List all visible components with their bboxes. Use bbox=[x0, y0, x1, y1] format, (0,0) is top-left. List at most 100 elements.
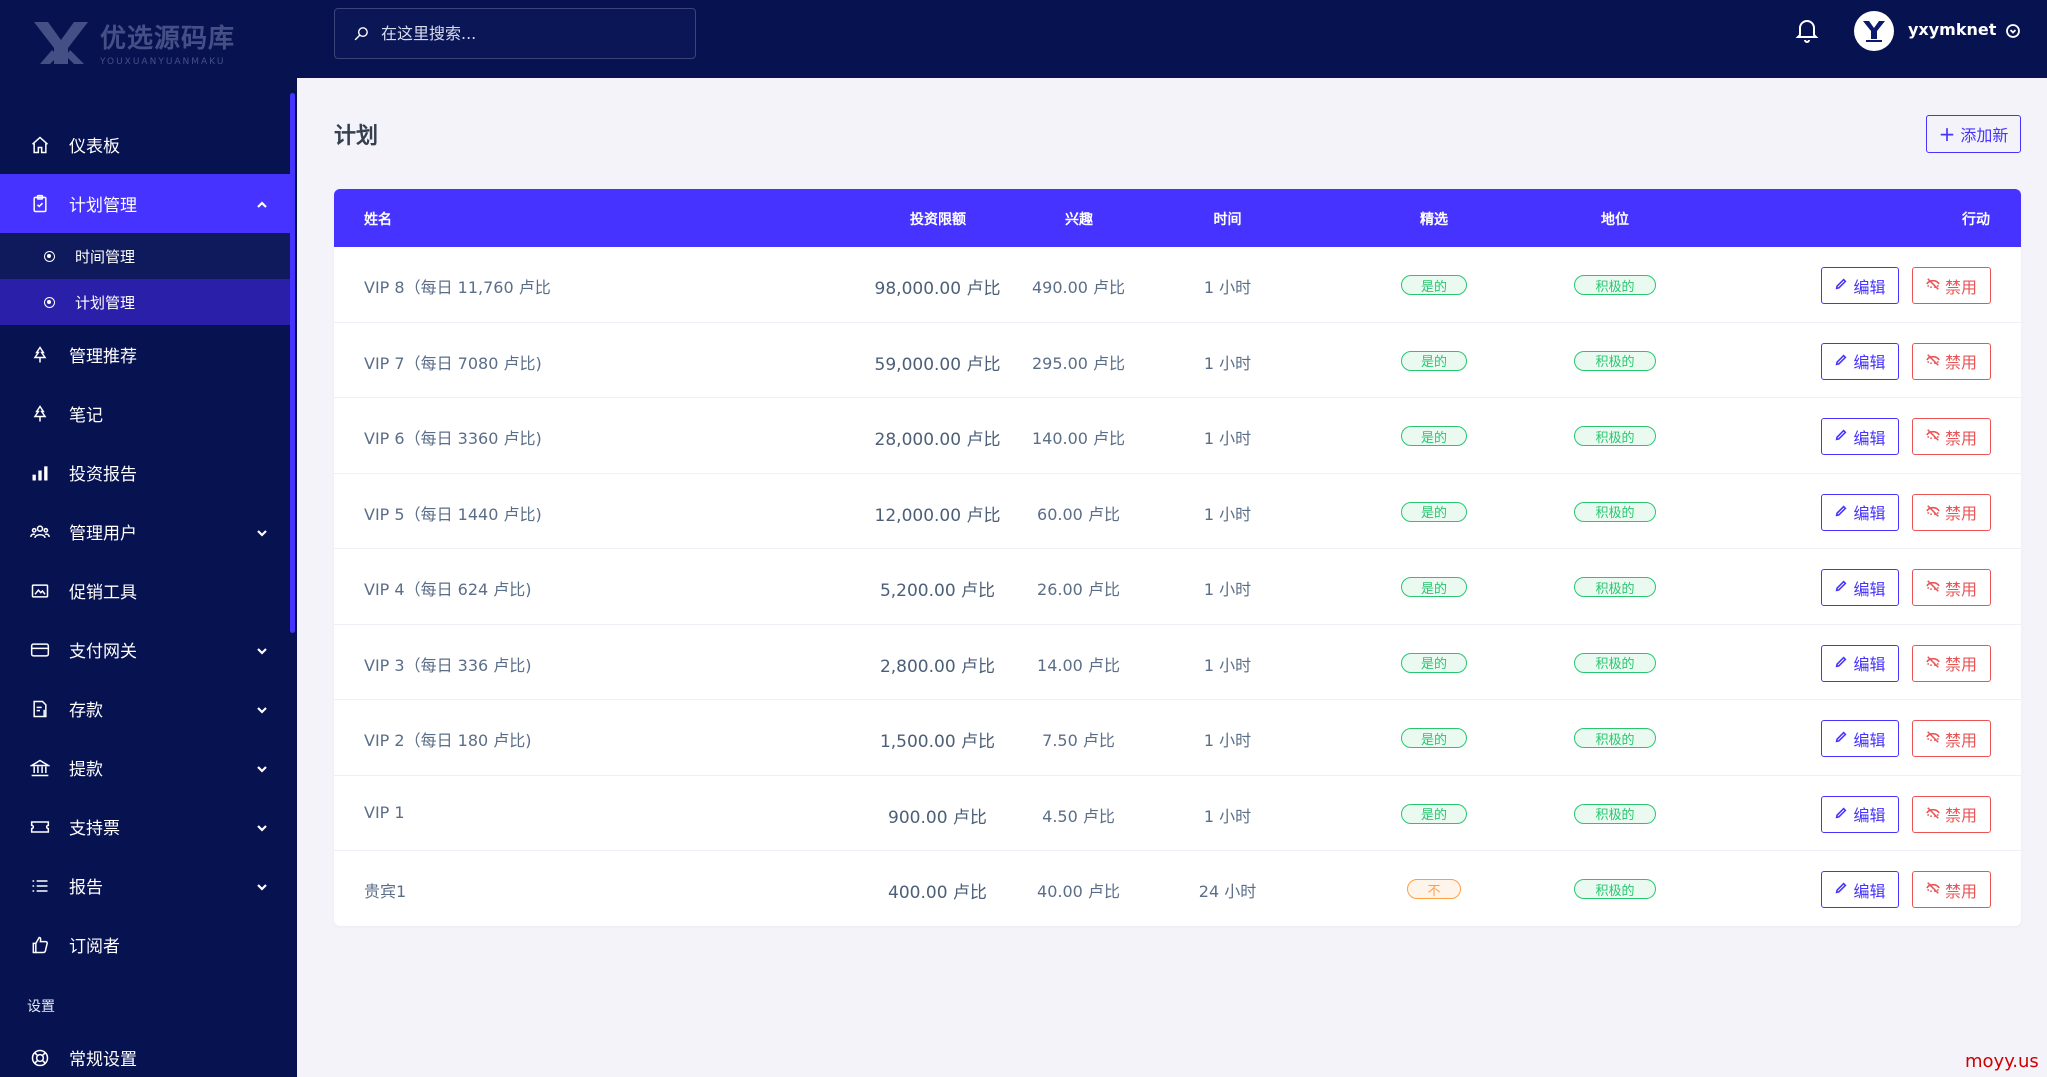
table-row: VIP 7（每日 7080 卢比) 59,000.00 卢比 295.00 卢比 1 … bbox=[334, 323, 2021, 398]
users-icon bbox=[30, 522, 50, 542]
notification-bell-icon[interactable] bbox=[1795, 17, 1819, 43]
edit-button[interactable]: 编辑 bbox=[1821, 493, 1899, 531]
plan-time: 1 小时 bbox=[1203, 655, 1252, 675]
disable-button[interactable]: 禁用 bbox=[1912, 720, 1991, 757]
edit-button[interactable]: 编辑 bbox=[1821, 569, 1899, 606]
disable-button[interactable]: 禁用 bbox=[1912, 569, 1991, 606]
edit-button[interactable]: 编辑 bbox=[1821, 644, 1899, 682]
sidebar-item-label: 投资报告 bbox=[69, 465, 137, 485]
edit-button[interactable]: 编辑 bbox=[1821, 342, 1899, 380]
chevron-down-icon bbox=[256, 642, 268, 655]
disable-button[interactable]: 禁用 bbox=[1912, 342, 1991, 380]
plan-time: 1 小时 bbox=[1203, 353, 1252, 373]
header-interest: 兴趣 bbox=[1065, 212, 1093, 228]
edit-button[interactable]: 编辑 bbox=[1821, 267, 1899, 304]
eye-slash-icon bbox=[1926, 880, 1940, 899]
sidebar-subitem-time-management[interactable]: 时间管理 bbox=[0, 233, 290, 279]
pencil-icon bbox=[1834, 729, 1848, 748]
plan-interest: 490.00 卢比 bbox=[1031, 278, 1126, 297]
disable-button[interactable]: 禁用 bbox=[1912, 267, 1991, 304]
status-badge: 积极的 bbox=[1574, 426, 1656, 446]
sidebar-item-label: 支付网关 bbox=[69, 642, 137, 662]
sidebar-item-dashboard[interactable]: 仪表板 bbox=[0, 115, 290, 174]
edit-button[interactable]: 编辑 bbox=[1821, 871, 1899, 908]
plan-amount: 12,000.00 卢比 bbox=[874, 505, 1001, 526]
disable-button[interactable]: 禁用 bbox=[1912, 795, 1991, 833]
disable-button[interactable]: 禁用 bbox=[1912, 644, 1991, 682]
table-header: 姓名 投资限额 兴趣 时间 精选 地位 行动 bbox=[334, 189, 2021, 247]
sidebar-item-promotion-tools[interactable]: 促销工具 bbox=[0, 561, 290, 620]
plan-time: 1 小时 bbox=[1203, 580, 1252, 599]
disable-button[interactable]: 禁用 bbox=[1912, 418, 1991, 455]
pencil-icon bbox=[1834, 578, 1848, 597]
sidebar-item-payment-gateways[interactable]: 支付网关 bbox=[0, 620, 290, 679]
radio-dot-icon bbox=[44, 296, 55, 308]
list-icon bbox=[30, 876, 50, 896]
sidebar-item-plan-management[interactable]: 计划管理 bbox=[0, 174, 290, 233]
plan-amount: 98,000.00 卢比 bbox=[874, 279, 1001, 299]
status-badge: 积极的 bbox=[1574, 879, 1656, 899]
disable-label: 禁用 bbox=[1944, 428, 1977, 448]
edit-button[interactable]: 编辑 bbox=[1821, 795, 1899, 833]
disable-button[interactable]: 禁用 bbox=[1912, 871, 1991, 908]
edit-label: 编辑 bbox=[1853, 806, 1886, 825]
plan-name: VIP 5（每日 1440 卢比) bbox=[364, 504, 542, 524]
sidebar: 优选源码库 YOUXUANYUANMAKU 仪表板 计划管理 时间管理 计划管理 bbox=[0, 0, 297, 1077]
tree-icon bbox=[30, 345, 50, 365]
edit-label: 编辑 bbox=[1853, 428, 1886, 448]
plan-interest: 60.00 卢比 bbox=[1037, 504, 1120, 524]
chevron-down-icon bbox=[256, 878, 268, 891]
sidebar-item-manage-users[interactable]: 管理用户 bbox=[0, 502, 290, 561]
add-new-button[interactable]: + 添加新 bbox=[1926, 115, 2021, 153]
edit-button[interactable]: 编辑 bbox=[1821, 418, 1899, 455]
edit-label: 编辑 bbox=[1853, 730, 1886, 750]
status-badge: 积极的 bbox=[1574, 728, 1656, 748]
featured-badge: 是的 bbox=[1401, 350, 1467, 371]
search-box[interactable] bbox=[334, 8, 696, 59]
status-badge: 积极的 bbox=[1574, 577, 1656, 597]
pencil-icon bbox=[1834, 805, 1848, 824]
disable-button[interactable]: 禁用 bbox=[1912, 493, 1991, 531]
plan-amount: 59,000.00 卢比 bbox=[874, 354, 1001, 375]
brand-subtitle: YOUXUANYUANMAKU bbox=[100, 56, 226, 67]
sidebar-item-withdrawals[interactable]: 提款 bbox=[0, 738, 290, 797]
sidebar-item-reports[interactable]: 报告 bbox=[0, 856, 290, 915]
featured-badge: 不 bbox=[1407, 879, 1461, 899]
pencil-icon bbox=[1834, 276, 1848, 295]
sidebar-item-label: 管理用户 bbox=[69, 524, 137, 544]
brand-logo[interactable]: 优选源码库 YOUXUANYUANMAKU bbox=[30, 14, 235, 70]
sidebar-subitem-label: 时间管理 bbox=[75, 247, 136, 266]
sidebar-item-referrals[interactable]: 管理推荐 bbox=[0, 325, 290, 384]
sidebar-item-general-settings[interactable]: 常规设置 bbox=[0, 1028, 290, 1077]
avatar[interactable] bbox=[1854, 11, 1894, 51]
bank-icon bbox=[30, 758, 50, 778]
sidebar-section-settings: 设置 bbox=[27, 999, 55, 1015]
disable-label: 禁用 bbox=[1944, 579, 1977, 599]
featured-badge: 是的 bbox=[1401, 501, 1467, 522]
plan-interest: 40.00 卢比 bbox=[1037, 882, 1120, 901]
sidebar-item-notes[interactable]: 笔记 bbox=[0, 384, 290, 443]
featured-badge: 是的 bbox=[1401, 275, 1467, 295]
plan-name: VIP 7（每日 7080 卢比) bbox=[364, 353, 542, 373]
table-row: VIP 1 900.00 卢比 4.50 卢比 1 小时 是的 积极的 编辑 禁用 bbox=[334, 776, 2021, 851]
sidebar-item-subscribers[interactable]: 订阅者 bbox=[0, 915, 290, 974]
pencil-icon bbox=[1834, 503, 1848, 522]
plan-name: VIP 2（每日 180 卢比) bbox=[364, 731, 532, 750]
thumbs-up-icon bbox=[30, 935, 50, 955]
pencil-icon bbox=[1834, 352, 1848, 371]
username[interactable]: yxymknet bbox=[1908, 20, 1997, 39]
sidebar-scrollbar[interactable] bbox=[290, 93, 295, 633]
sidebar-item-deposits[interactable]: 存款 bbox=[0, 679, 290, 738]
sidebar-item-support-tickets[interactable]: 支持票 bbox=[0, 797, 290, 856]
sidebar-item-investment-report[interactable]: 投资报告 bbox=[0, 443, 290, 502]
page-title: 计划 bbox=[334, 124, 379, 149]
plan-name: 贵宾1 bbox=[364, 882, 407, 901]
disable-label: 禁用 bbox=[1944, 730, 1977, 750]
plan-amount: 400.00 卢比 bbox=[888, 883, 987, 903]
sidebar-subitem-plan-management[interactable]: 计划管理 bbox=[0, 279, 290, 325]
plan-interest: 26.00 卢比 bbox=[1037, 580, 1120, 599]
edit-button[interactable]: 编辑 bbox=[1821, 720, 1899, 757]
search-input[interactable] bbox=[381, 24, 681, 43]
table-row: VIP 2（每日 180 卢比) 1,500.00 卢比 7.50 卢比 1 小时 是的… bbox=[334, 700, 2021, 776]
chevron-down-circle-icon[interactable] bbox=[2006, 23, 2020, 38]
